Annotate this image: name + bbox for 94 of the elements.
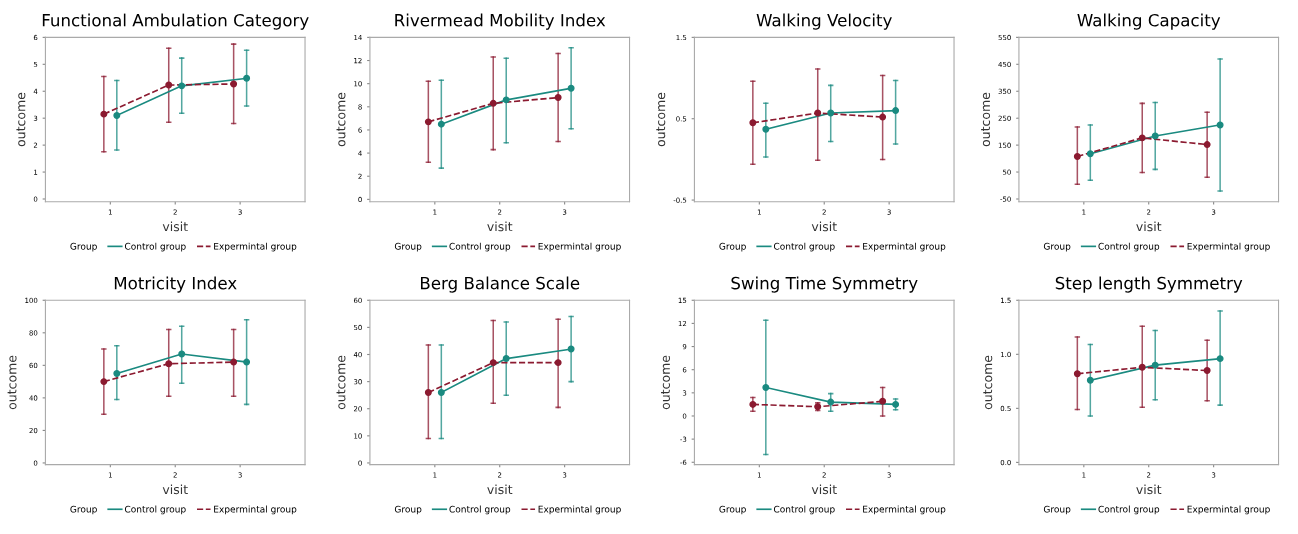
legend-label: Expermintal group (863, 242, 946, 252)
x-axis-title: visit (1136, 221, 1162, 232)
y-axis-title: outcome (336, 355, 346, 410)
point (892, 107, 900, 115)
y-axis-title: outcome (656, 92, 666, 147)
legend-label: Control group (124, 505, 186, 515)
chart-title: Berg Balance Scale (420, 276, 580, 293)
point (1203, 141, 1211, 149)
point (1203, 367, 1211, 375)
legend-label: Control group (773, 242, 835, 252)
x-axis-title: visit (487, 221, 513, 232)
point (879, 113, 887, 121)
point (1151, 132, 1159, 140)
legend-label: Expermintal group (1187, 242, 1270, 252)
legend-title: Group (394, 242, 422, 252)
x-axis-title: visit (811, 484, 837, 495)
legend-label: Expermintal group (538, 505, 621, 515)
point (113, 112, 121, 119)
point (827, 109, 835, 117)
point (567, 345, 575, 353)
point (165, 81, 173, 89)
legend-label: Control group (449, 505, 511, 515)
chart-title: Step length Symmetry (1055, 276, 1243, 293)
point (113, 370, 121, 377)
point (1086, 150, 1094, 158)
chart-title: Motricity Index (114, 276, 237, 293)
point (1151, 361, 1159, 369)
point (762, 383, 770, 391)
legend-title: Group (70, 242, 97, 252)
point (437, 120, 445, 128)
point (1086, 376, 1094, 384)
chart-title: Rivermead Mobility Index (395, 13, 606, 30)
point (1138, 363, 1146, 371)
y-axis-title: outcome (16, 92, 26, 147)
legend-label: Expermintal group (214, 505, 297, 515)
legend-title: Group (719, 505, 746, 515)
point (1216, 355, 1224, 363)
point (814, 109, 822, 117)
y-axis-title: outcome (981, 92, 991, 147)
x-axis-title: visit (811, 221, 837, 232)
point (1073, 152, 1081, 160)
point (489, 99, 497, 107)
x-axis-title: visit (1136, 484, 1162, 495)
point (100, 378, 108, 386)
x-axis-title: visit (487, 484, 513, 495)
point (489, 359, 497, 367)
y-axis-title: outcome (983, 355, 993, 410)
point (567, 84, 575, 92)
point (178, 350, 186, 358)
point (554, 94, 562, 102)
point (243, 74, 251, 82)
point (230, 80, 238, 88)
y-axis-title: outcome (7, 355, 17, 410)
legend-label: Expermintal group (1187, 505, 1270, 515)
point (437, 388, 445, 396)
point (243, 358, 251, 366)
point (749, 400, 757, 408)
point (879, 397, 887, 405)
legend-title: Group (1043, 242, 1071, 252)
legend-label: Control group (124, 242, 186, 252)
legend-title: Group (70, 505, 97, 515)
x-axis-title: visit (162, 221, 188, 232)
point (424, 118, 432, 126)
legend-label: Expermintal group (214, 242, 297, 252)
point (1138, 134, 1146, 142)
point (1073, 370, 1081, 378)
point (165, 360, 173, 368)
chart-title: Functional Ambulation Category (42, 13, 309, 30)
point (230, 358, 238, 366)
point (502, 355, 510, 363)
legend-label: Control group (1098, 505, 1160, 515)
legend-title: Group (394, 505, 422, 515)
legend-label: Control group (773, 505, 835, 515)
chart-title: Walking Capacity (1077, 13, 1221, 30)
legend-label: Control group (1098, 242, 1160, 252)
point (100, 110, 108, 118)
y-axis-title: outcome (661, 355, 670, 410)
legend-label: Expermintal group (863, 505, 946, 515)
legend-label: Expermintal group (538, 242, 621, 252)
chart-title: Walking Velocity (756, 13, 892, 30)
x-axis-title: visit (162, 484, 188, 495)
point (178, 82, 186, 90)
point (1216, 121, 1224, 129)
chart-title: Swing Time Symmetry (731, 276, 918, 293)
point (424, 388, 432, 396)
legend-title: Group (719, 242, 746, 252)
point (762, 125, 770, 133)
point (827, 398, 835, 406)
point (749, 119, 757, 127)
point (502, 96, 510, 104)
point (554, 359, 562, 367)
legend-label: Control group (449, 242, 511, 252)
y-axis-title: outcome (336, 92, 346, 147)
legend-title: Group (1043, 505, 1071, 515)
